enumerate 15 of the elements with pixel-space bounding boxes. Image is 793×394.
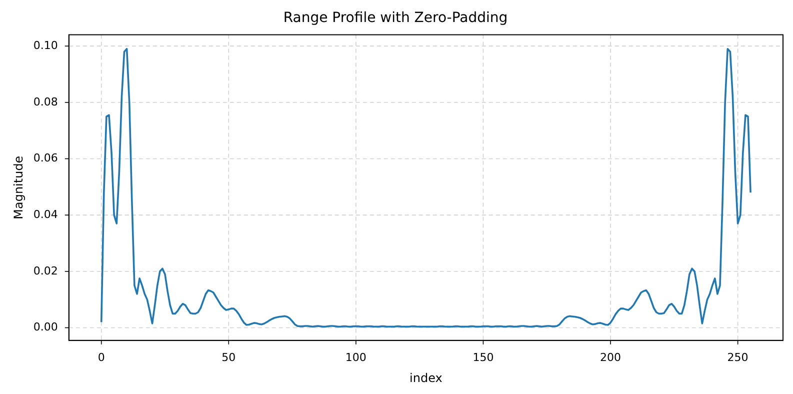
y-tick-label: 0.08 (33, 95, 58, 108)
x-tick-label: 0 (98, 350, 105, 364)
y-tick-label: 0.04 (33, 208, 58, 221)
x-tick-label: 200 (600, 350, 622, 364)
chart-title: Range Profile with Zero-Padding (283, 10, 508, 26)
y-axis-title: Magnitude (11, 156, 26, 220)
x-tick-label: 250 (727, 350, 748, 364)
x-axis-title: index (410, 370, 442, 385)
x-tick-label: 150 (472, 350, 494, 364)
y-tick-label: 0.10 (33, 38, 58, 52)
x-tick-label: 100 (345, 350, 366, 364)
x-tick-label: 50 (222, 350, 236, 364)
y-tick-label: 0.02 (33, 264, 58, 278)
y-tick-label: 0.06 (33, 152, 58, 165)
y-tick-label: 0.00 (33, 320, 58, 334)
